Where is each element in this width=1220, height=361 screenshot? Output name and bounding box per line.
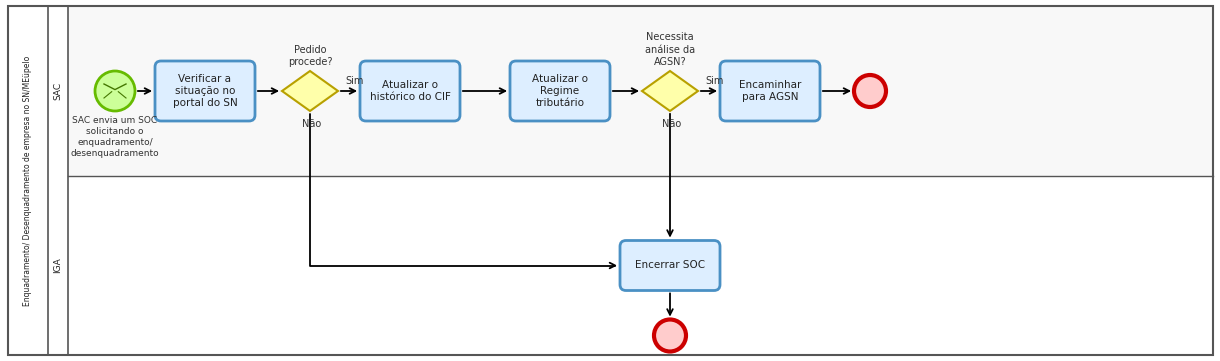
Circle shape [95,71,135,111]
Text: Verificar a
situação no
portal do SN: Verificar a situação no portal do SN [172,74,238,108]
Text: SAC: SAC [54,82,62,100]
FancyBboxPatch shape [104,84,126,98]
Bar [68,176,1213,355]
Polygon shape [282,71,338,111]
Text: Encaminhar
para AGSN: Encaminhar para AGSN [739,80,802,102]
FancyBboxPatch shape [620,240,720,291]
Text: Necessita
análise da
AGSN?: Necessita análise da AGSN? [645,32,695,67]
Circle shape [854,75,886,107]
Text: IGA: IGA [54,258,62,273]
Text: Pedido
procede?: Pedido procede? [288,45,332,67]
Text: Enquadramento/ Desenquadramento de empresa no SN/MEüpelo: Enquadramento/ Desenquadramento de empre… [23,56,33,306]
Text: Não: Não [303,119,321,129]
Text: Atualizar o
Regime
tributário: Atualizar o Regime tributário [532,74,588,108]
Text: Sim: Sim [705,76,723,86]
Text: Não: Não [662,119,681,129]
Text: Sim: Sim [345,76,364,86]
Polygon shape [642,71,698,111]
Circle shape [654,319,686,352]
Text: Atualizar o
histórico do CIF: Atualizar o histórico do CIF [370,80,450,102]
Text: SAC envia um SOC
solicitando o
enquadramento/
desenquadramento: SAC envia um SOC solicitando o enquadram… [71,116,160,158]
FancyBboxPatch shape [510,61,610,121]
Bar [68,6,1213,176]
FancyBboxPatch shape [720,61,820,121]
FancyBboxPatch shape [360,61,460,121]
FancyBboxPatch shape [155,61,255,121]
Text: Encerrar SOC: Encerrar SOC [634,261,705,270]
